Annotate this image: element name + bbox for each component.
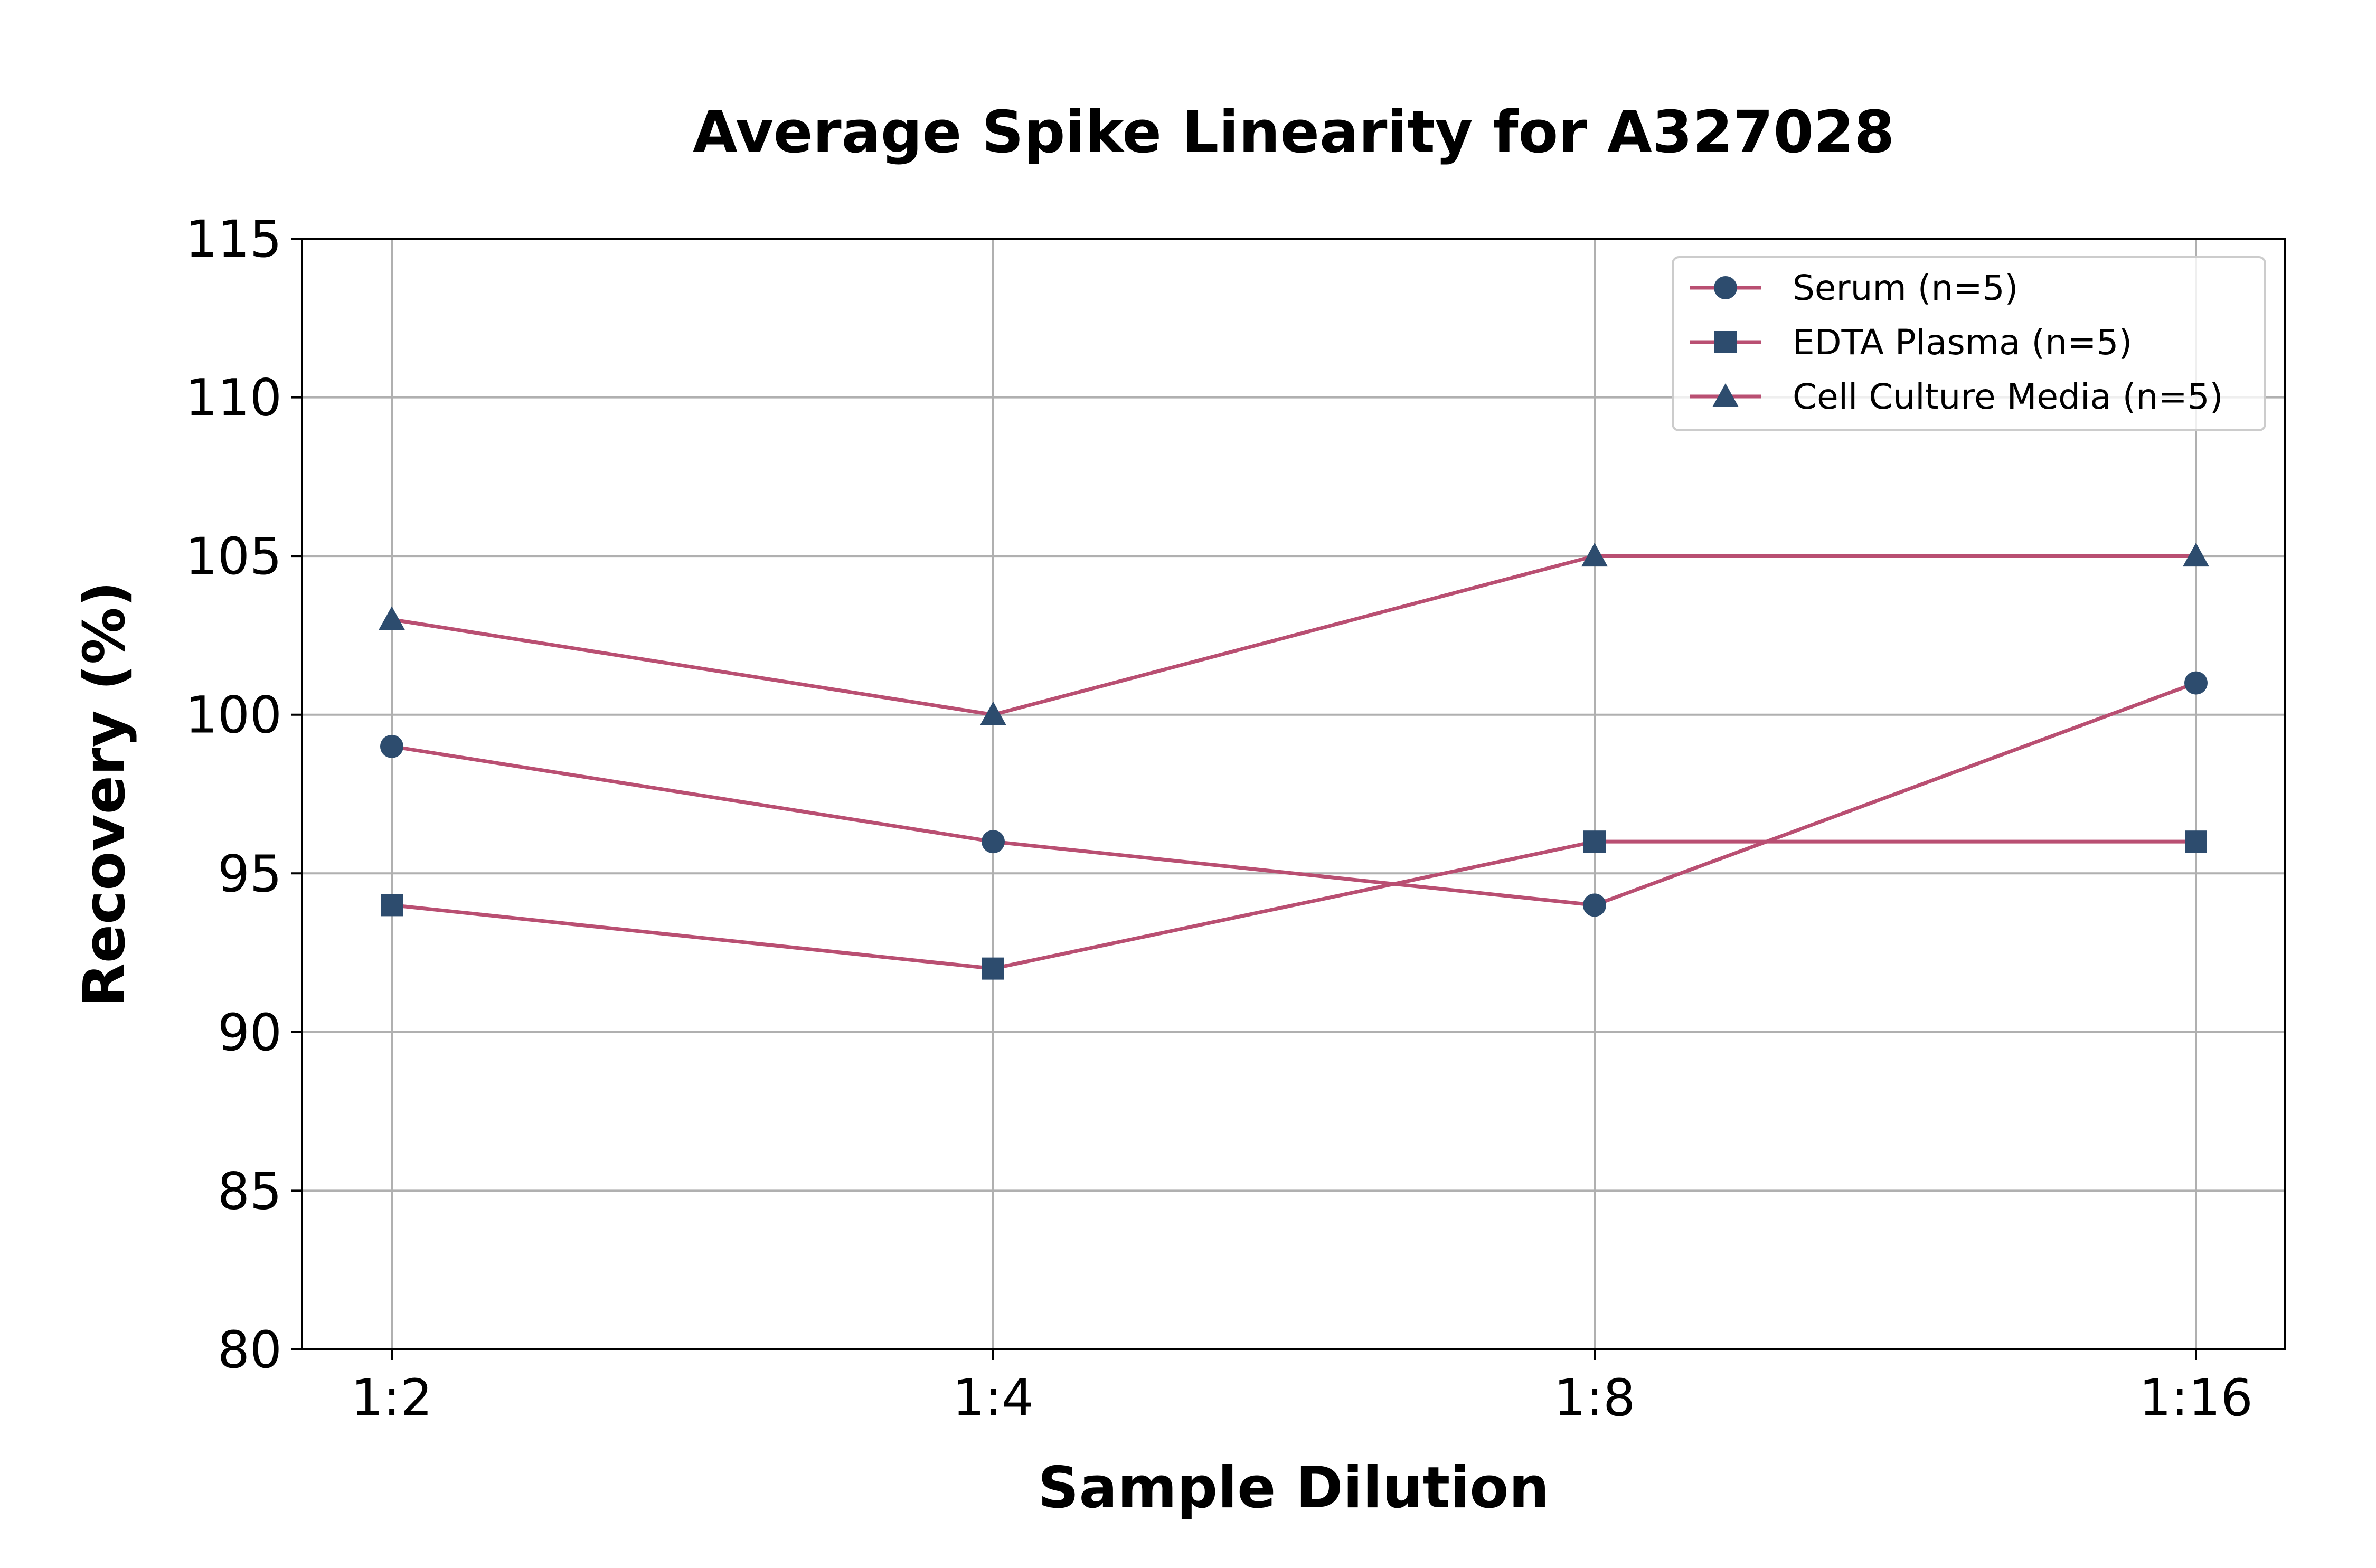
y-tick-label: 95 [218, 844, 282, 903]
legend-marker-triangle [1712, 383, 1739, 407]
y-tick-label: 110 [185, 369, 282, 428]
x-axis: 1:2 1:4 1:8 1:16 [351, 1349, 2253, 1428]
y-tick-label: 85 [218, 1161, 282, 1221]
data-point-triangle [1581, 543, 1608, 567]
legend-entry: Serum (n=5) [1690, 268, 2018, 308]
x-tick-label: 1:4 [953, 1368, 1034, 1428]
legend-box [1672, 256, 2266, 431]
series-0 [380, 671, 2208, 917]
data-point-triangle [379, 606, 405, 630]
y-axis-label: Recovery (%) [72, 581, 138, 1007]
series-1 [381, 830, 2207, 980]
y-tick-label: 115 [185, 210, 282, 269]
legend-label: Serum (n=5) [1793, 268, 2018, 308]
series-2 [379, 543, 2209, 725]
series-line [391, 681, 2197, 907]
legend: Serum (n=5) EDTA Plasma (n=5) Cell Culture… [1672, 256, 2266, 431]
data-point-square [1583, 830, 1606, 853]
legend-label: EDTA Plasma (n=5) [1793, 322, 2132, 363]
y-axis: 80 85 90 95 100 105 110 115 [185, 210, 302, 1380]
plot-frame [301, 238, 2286, 1350]
series-line [391, 839, 2196, 971]
data-point-triangle [2183, 543, 2209, 567]
series-line [391, 554, 2196, 717]
data-point-circle [1583, 893, 1606, 917]
data-point-square [2185, 830, 2207, 853]
data-point-circle [2184, 671, 2208, 695]
y-tick-label: 90 [218, 1003, 282, 1062]
legend-marker-square [1714, 331, 1737, 353]
data-point-circle [982, 830, 1005, 854]
x-tick-label: 1:2 [351, 1368, 433, 1428]
series-layer [379, 543, 2209, 980]
y-tick-label: 105 [185, 527, 282, 586]
chart-title: Average Spike Linearity for A327028 [693, 98, 1894, 166]
x-axis-label: Sample Dilution [1038, 1455, 1550, 1521]
legend-entry: Cell Culture Media (n=5) [1690, 376, 2223, 417]
data-point-square [381, 894, 403, 917]
y-tick-label: 100 [185, 686, 282, 745]
x-tick-label: 1:16 [2139, 1368, 2253, 1428]
data-point-triangle [980, 701, 1006, 725]
data-point-circle [380, 734, 403, 758]
legend-label: Cell Culture Media (n=5) [1793, 376, 2223, 417]
y-tick-label: 80 [218, 1320, 282, 1380]
x-tick-label: 1:8 [1554, 1368, 1636, 1428]
data-point-square [982, 957, 1004, 980]
legend-marker-circle [1714, 276, 1737, 299]
legend-entry: EDTA Plasma (n=5) [1690, 322, 2132, 363]
